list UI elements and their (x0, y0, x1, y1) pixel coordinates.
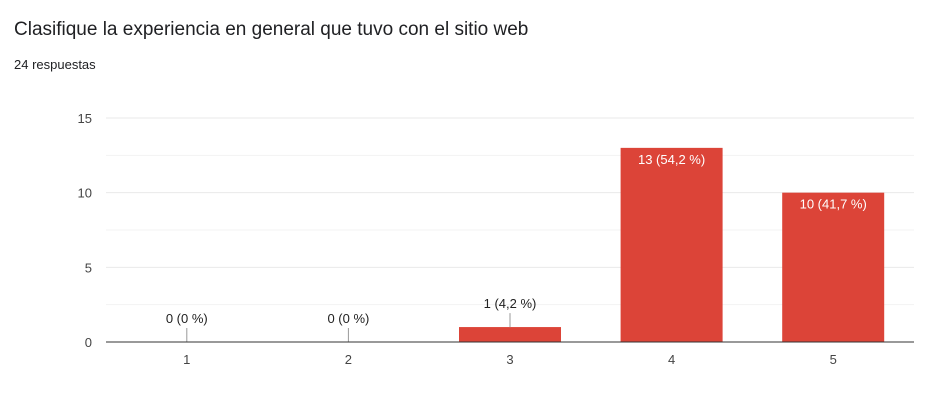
data-label: 10 (41,7 %) (800, 197, 867, 212)
data-label: 1 (4,2 %) (484, 296, 537, 311)
x-tick-label: 5 (830, 352, 837, 367)
question-title: Clasifique la experiencia en general que… (14, 19, 529, 40)
x-tick-label: 2 (345, 352, 352, 367)
x-tick-label: 4 (668, 352, 675, 367)
x-tick-label: 1 (183, 352, 190, 367)
data-label: 0 (0 %) (327, 311, 369, 326)
response-count: 24 respuestas (14, 57, 96, 72)
y-tick-label: 15 (78, 111, 92, 126)
data-label: 13 (54,2 %) (638, 152, 705, 167)
y-tick-label: 10 (78, 186, 92, 201)
y-tick-label: 5 (85, 260, 92, 275)
bar (459, 327, 561, 342)
x-tick-label: 3 (506, 352, 513, 367)
y-tick-label: 0 (85, 335, 92, 350)
bar (620, 147, 723, 342)
bar (782, 192, 885, 342)
data-label: 0 (0 %) (166, 311, 208, 326)
